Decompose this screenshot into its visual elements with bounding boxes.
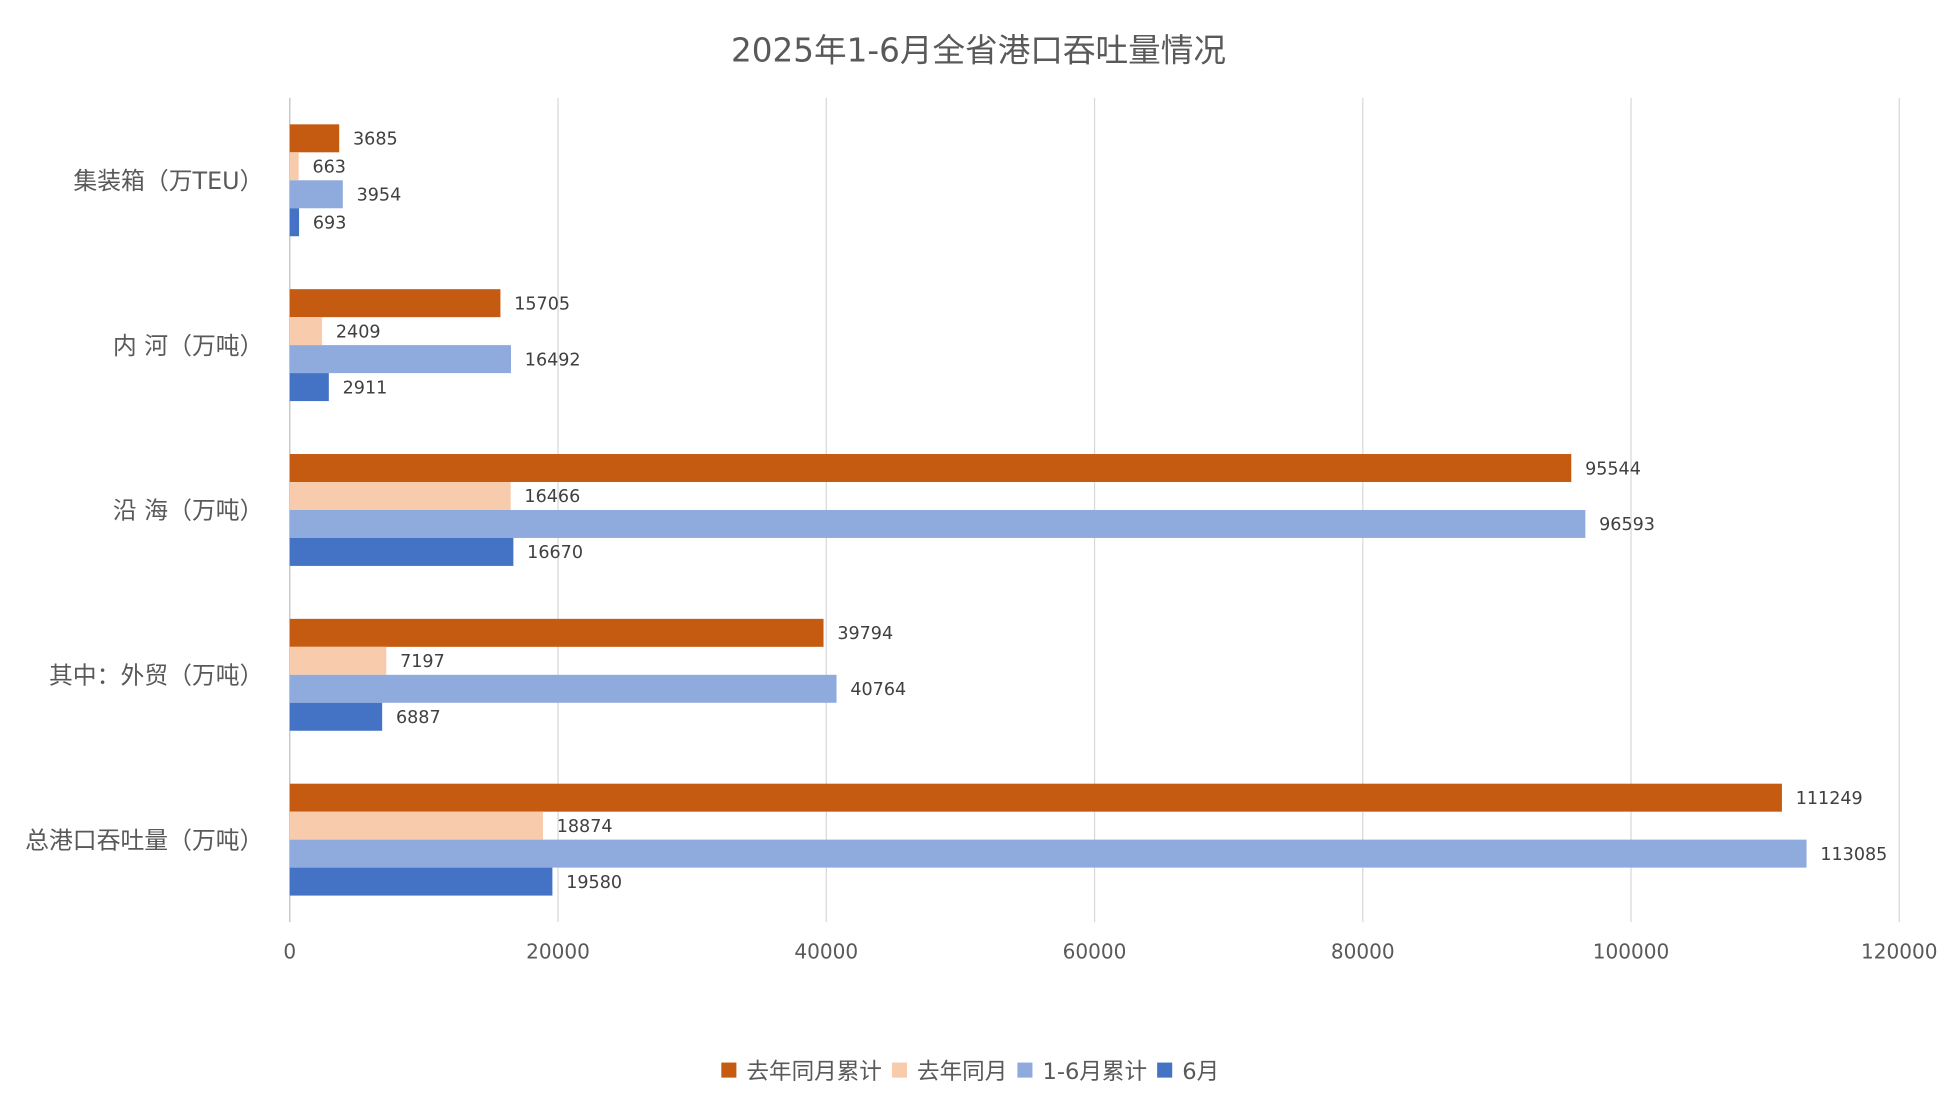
x-tick-label: 100000 [1593,939,1670,963]
x-tick-label: 0 [283,939,296,963]
data-label: 19580 [566,873,622,893]
data-label: 6887 [396,708,441,728]
bar [289,702,383,731]
category-label: 其中：外贸（万吨） [49,662,263,690]
category-label: 总港口吞吐量（万吨） [25,826,263,854]
legend-label: 去年同月 [917,1059,1007,1085]
data-label: 113085 [1820,845,1887,865]
bar [289,867,553,896]
data-label: 3954 [357,186,402,206]
data-label: 16492 [525,350,581,370]
data-label: 111249 [1796,789,1863,809]
bar [289,618,824,647]
legend-label: 6月 [1182,1059,1219,1085]
data-label: 3685 [353,130,398,150]
bar [289,509,1586,538]
x-tick-label: 40000 [794,939,858,963]
bar [289,537,514,566]
bar [289,481,511,510]
legend-label: 去年同月累计 [746,1059,881,1085]
category-label: 沿 海（万吨） [113,497,264,525]
data-label: 7197 [400,652,445,672]
legend-label: 1-6月累计 [1042,1059,1147,1085]
data-label: 663 [312,158,345,178]
legend-swatch [1017,1062,1033,1078]
x-tick-label: 80000 [1331,939,1395,963]
bar [289,289,501,318]
data-label: 16670 [527,543,583,563]
data-label: 96593 [1599,515,1655,535]
bar [289,783,1782,812]
bar [289,373,329,402]
bar [289,839,1807,868]
data-label: 16466 [524,487,580,507]
data-label: 2911 [343,378,388,398]
x-tick-label: 120000 [1861,939,1938,963]
data-label: 18874 [557,817,613,837]
bar [289,811,543,840]
bar [289,674,837,703]
bar [289,646,387,675]
chart-title: 2025年1-6月全省港口吞吐量情况 [731,31,1226,69]
data-label: 40764 [850,680,906,700]
data-label: 15705 [514,294,570,314]
category-label: 内 河（万吨） [113,332,264,360]
data-label: 2409 [336,322,381,342]
data-label: 693 [313,214,347,234]
bar [289,124,340,153]
legend-swatch [721,1062,737,1078]
legend-swatch [1157,1062,1173,1078]
legend-swatch [891,1062,907,1078]
bar [289,454,1572,482]
bar [289,317,323,346]
data-label: 39794 [837,624,893,644]
bar [289,208,300,237]
bar [289,152,299,181]
x-tick-label: 60000 [1063,939,1127,963]
data-label: 95544 [1585,459,1641,479]
bar [289,345,511,374]
bar [289,180,343,209]
category-label: 集装箱（万TEU） [73,167,263,195]
x-tick-label: 20000 [526,939,590,963]
